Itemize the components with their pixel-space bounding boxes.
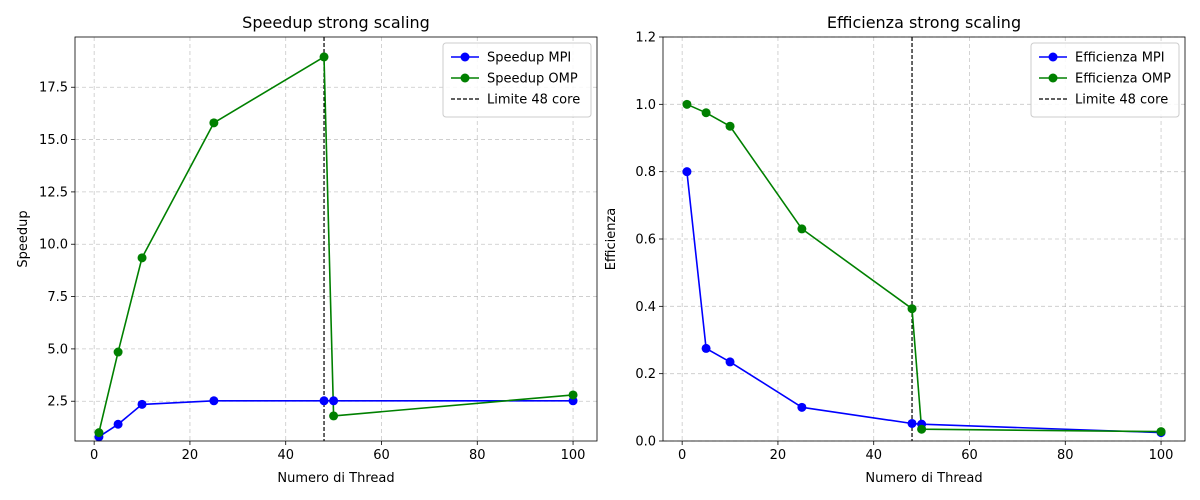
- efficienza-x-axis-label: Numero di Thread: [865, 471, 982, 486]
- point-speedup-omp-25: [209, 118, 219, 128]
- speedup-x-axis-label: Numero di Thread: [277, 471, 394, 486]
- efficienza-x-tick-label-60: 60: [961, 448, 978, 463]
- efficienza-x-tick-label-40: 40: [865, 448, 882, 463]
- legend-label-efficienza-core-limit: Limite 48 core: [1075, 93, 1168, 108]
- efficienza-series-markers: [682, 99, 1166, 438]
- speedup-y-tick-label-12-5: 12.5: [39, 185, 68, 200]
- legend-label-speedup-omp: Speedup OMP: [487, 72, 578, 87]
- efficienza-y-tick-label-0: 0.0: [635, 435, 656, 450]
- point-speedup-omp-50: [329, 411, 339, 421]
- speedup-y-tick-label-10: 10.0: [39, 238, 68, 253]
- point-efficienza-omp-10: [725, 121, 735, 131]
- speedup-x-tick-label-20: 20: [182, 448, 199, 463]
- efficienza-y-tick-label-0-6: 0.6: [635, 233, 656, 248]
- point-efficienza-mpi-10: [725, 357, 735, 367]
- legend-entry-efficienza-omp: Efficienza OMP: [1039, 72, 1171, 87]
- efficienza-legend: Efficienza MPI Efficienza OMP Limite 48 …: [1030, 42, 1180, 118]
- legend-label-speedup-core-limit: Limite 48 core: [487, 93, 580, 108]
- legend-entry-speedup-mpi: Speedup MPI: [451, 51, 571, 66]
- point-efficienza-mpi-1: [682, 167, 692, 177]
- point-speedup-mpi-48: [319, 396, 329, 406]
- point-speedup-mpi-50: [329, 396, 339, 406]
- speedup-y-tick-label-5: 5.0: [47, 342, 68, 357]
- efficienza-x-tick-label-80: 80: [1057, 448, 1074, 463]
- point-efficienza-omp-50: [917, 424, 927, 434]
- efficienza-y-tick-label-0-2: 0.2: [635, 367, 656, 382]
- point-efficienza-mpi-48: [907, 418, 917, 428]
- efficienza-x-tick-label-0: 0: [678, 448, 686, 463]
- point-efficienza-mpi-25: [797, 402, 807, 412]
- point-efficienza-omp-48: [907, 304, 917, 314]
- point-efficienza-omp-1: [682, 99, 692, 109]
- speedup-x-tick-label-0: 0: [90, 448, 98, 463]
- legend-marker-speedup-mpi: [460, 52, 470, 62]
- speedup-x-tick-label-100: 100: [561, 448, 586, 463]
- speedup-axes-frame: [74, 36, 598, 442]
- speedup-series-markers: [94, 52, 578, 442]
- legend-marker-efficienza-mpi: [1048, 52, 1058, 62]
- legend-entry-speedup-core-limit: Limite 48 core: [451, 93, 580, 108]
- point-speedup-mpi-5: [113, 419, 123, 429]
- speedup-y-tick-label-15: 15.0: [39, 133, 68, 148]
- speedup-chart: 0 20 40 60 80 100 2.5 5.0 7.5 10.0 12.5 15.0 17.5 Sp…: [16, 13, 598, 486]
- legend-entry-efficienza-core-limit: Limite 48 core: [1039, 93, 1168, 108]
- efficienza-ticks: 0 20 40 60 80 100 0.0 0.2 0.4 0.6 0.8 1.0 1.2: [635, 31, 1173, 464]
- legend-label-efficienza-mpi: Efficienza MPI: [1075, 51, 1165, 66]
- efficienza-y-tick-label-0-4: 0.4: [635, 300, 656, 315]
- point-speedup-omp-5: [113, 347, 123, 357]
- speedup-x-tick-label-80: 80: [469, 448, 486, 463]
- efficienza-y-tick-label-1-2: 1.2: [635, 31, 656, 46]
- point-efficienza-omp-100: [1156, 427, 1166, 437]
- speedup-x-tick-label-60: 60: [373, 448, 390, 463]
- legend-entry-speedup-omp: Speedup OMP: [451, 72, 578, 87]
- point-speedup-mpi-25: [209, 396, 219, 406]
- speedup-y-tick-label-17-5: 17.5: [39, 81, 68, 96]
- speedup-legend-box: [442, 42, 592, 118]
- speedup-x-tick-label-40: 40: [277, 448, 294, 463]
- legend-label-speedup-mpi: Speedup MPI: [487, 51, 571, 66]
- speedup-y-tick-label-2-5: 2.5: [47, 395, 68, 410]
- point-speedup-omp-1: [94, 428, 104, 438]
- legend-marker-efficienza-omp: [1048, 73, 1058, 83]
- point-efficienza-omp-5: [701, 108, 711, 118]
- speedup-grid: [75, 37, 597, 441]
- point-speedup-omp-10: [137, 253, 147, 263]
- efficienza-chart-title: Efficienza strong scaling: [827, 13, 1021, 32]
- efficienza-y-axis-label: Efficienza: [604, 208, 619, 271]
- efficienza-chart: 0 20 40 60 80 100 0.0 0.2 0.4 0.6 0.8 1.0 1.2 Effici…: [604, 13, 1186, 486]
- speedup-y-axis-label: Speedup: [16, 210, 31, 267]
- legend-marker-speedup-omp: [460, 73, 470, 83]
- efficienza-y-tick-label-1: 1.0: [635, 98, 656, 113]
- point-efficienza-mpi-5: [701, 343, 711, 353]
- efficienza-x-tick-label-20: 20: [770, 448, 787, 463]
- point-speedup-omp-48: [319, 52, 329, 62]
- legend-entry-efficienza-mpi: Efficienza MPI: [1039, 51, 1165, 66]
- efficienza-y-tick-label-0-8: 0.8: [635, 165, 656, 180]
- speedup-legend: Speedup MPI Speedup OMP Limite 48 core: [442, 42, 592, 118]
- speedup-y-tick-label-7-5: 7.5: [47, 290, 68, 305]
- point-speedup-mpi-10: [137, 399, 147, 409]
- efficienza-x-tick-label-100: 100: [1149, 448, 1174, 463]
- point-efficienza-omp-25: [797, 224, 807, 234]
- legend-label-efficienza-omp: Efficienza OMP: [1075, 72, 1171, 87]
- point-speedup-omp-100: [568, 390, 578, 400]
- speedup-ticks: 0 20 40 60 80 100 2.5 5.0 7.5 10.0 12.5 15.0 17.5: [39, 81, 585, 463]
- speedup-chart-title: Speedup strong scaling: [242, 13, 430, 32]
- efficienza-legend-box: [1030, 42, 1180, 118]
